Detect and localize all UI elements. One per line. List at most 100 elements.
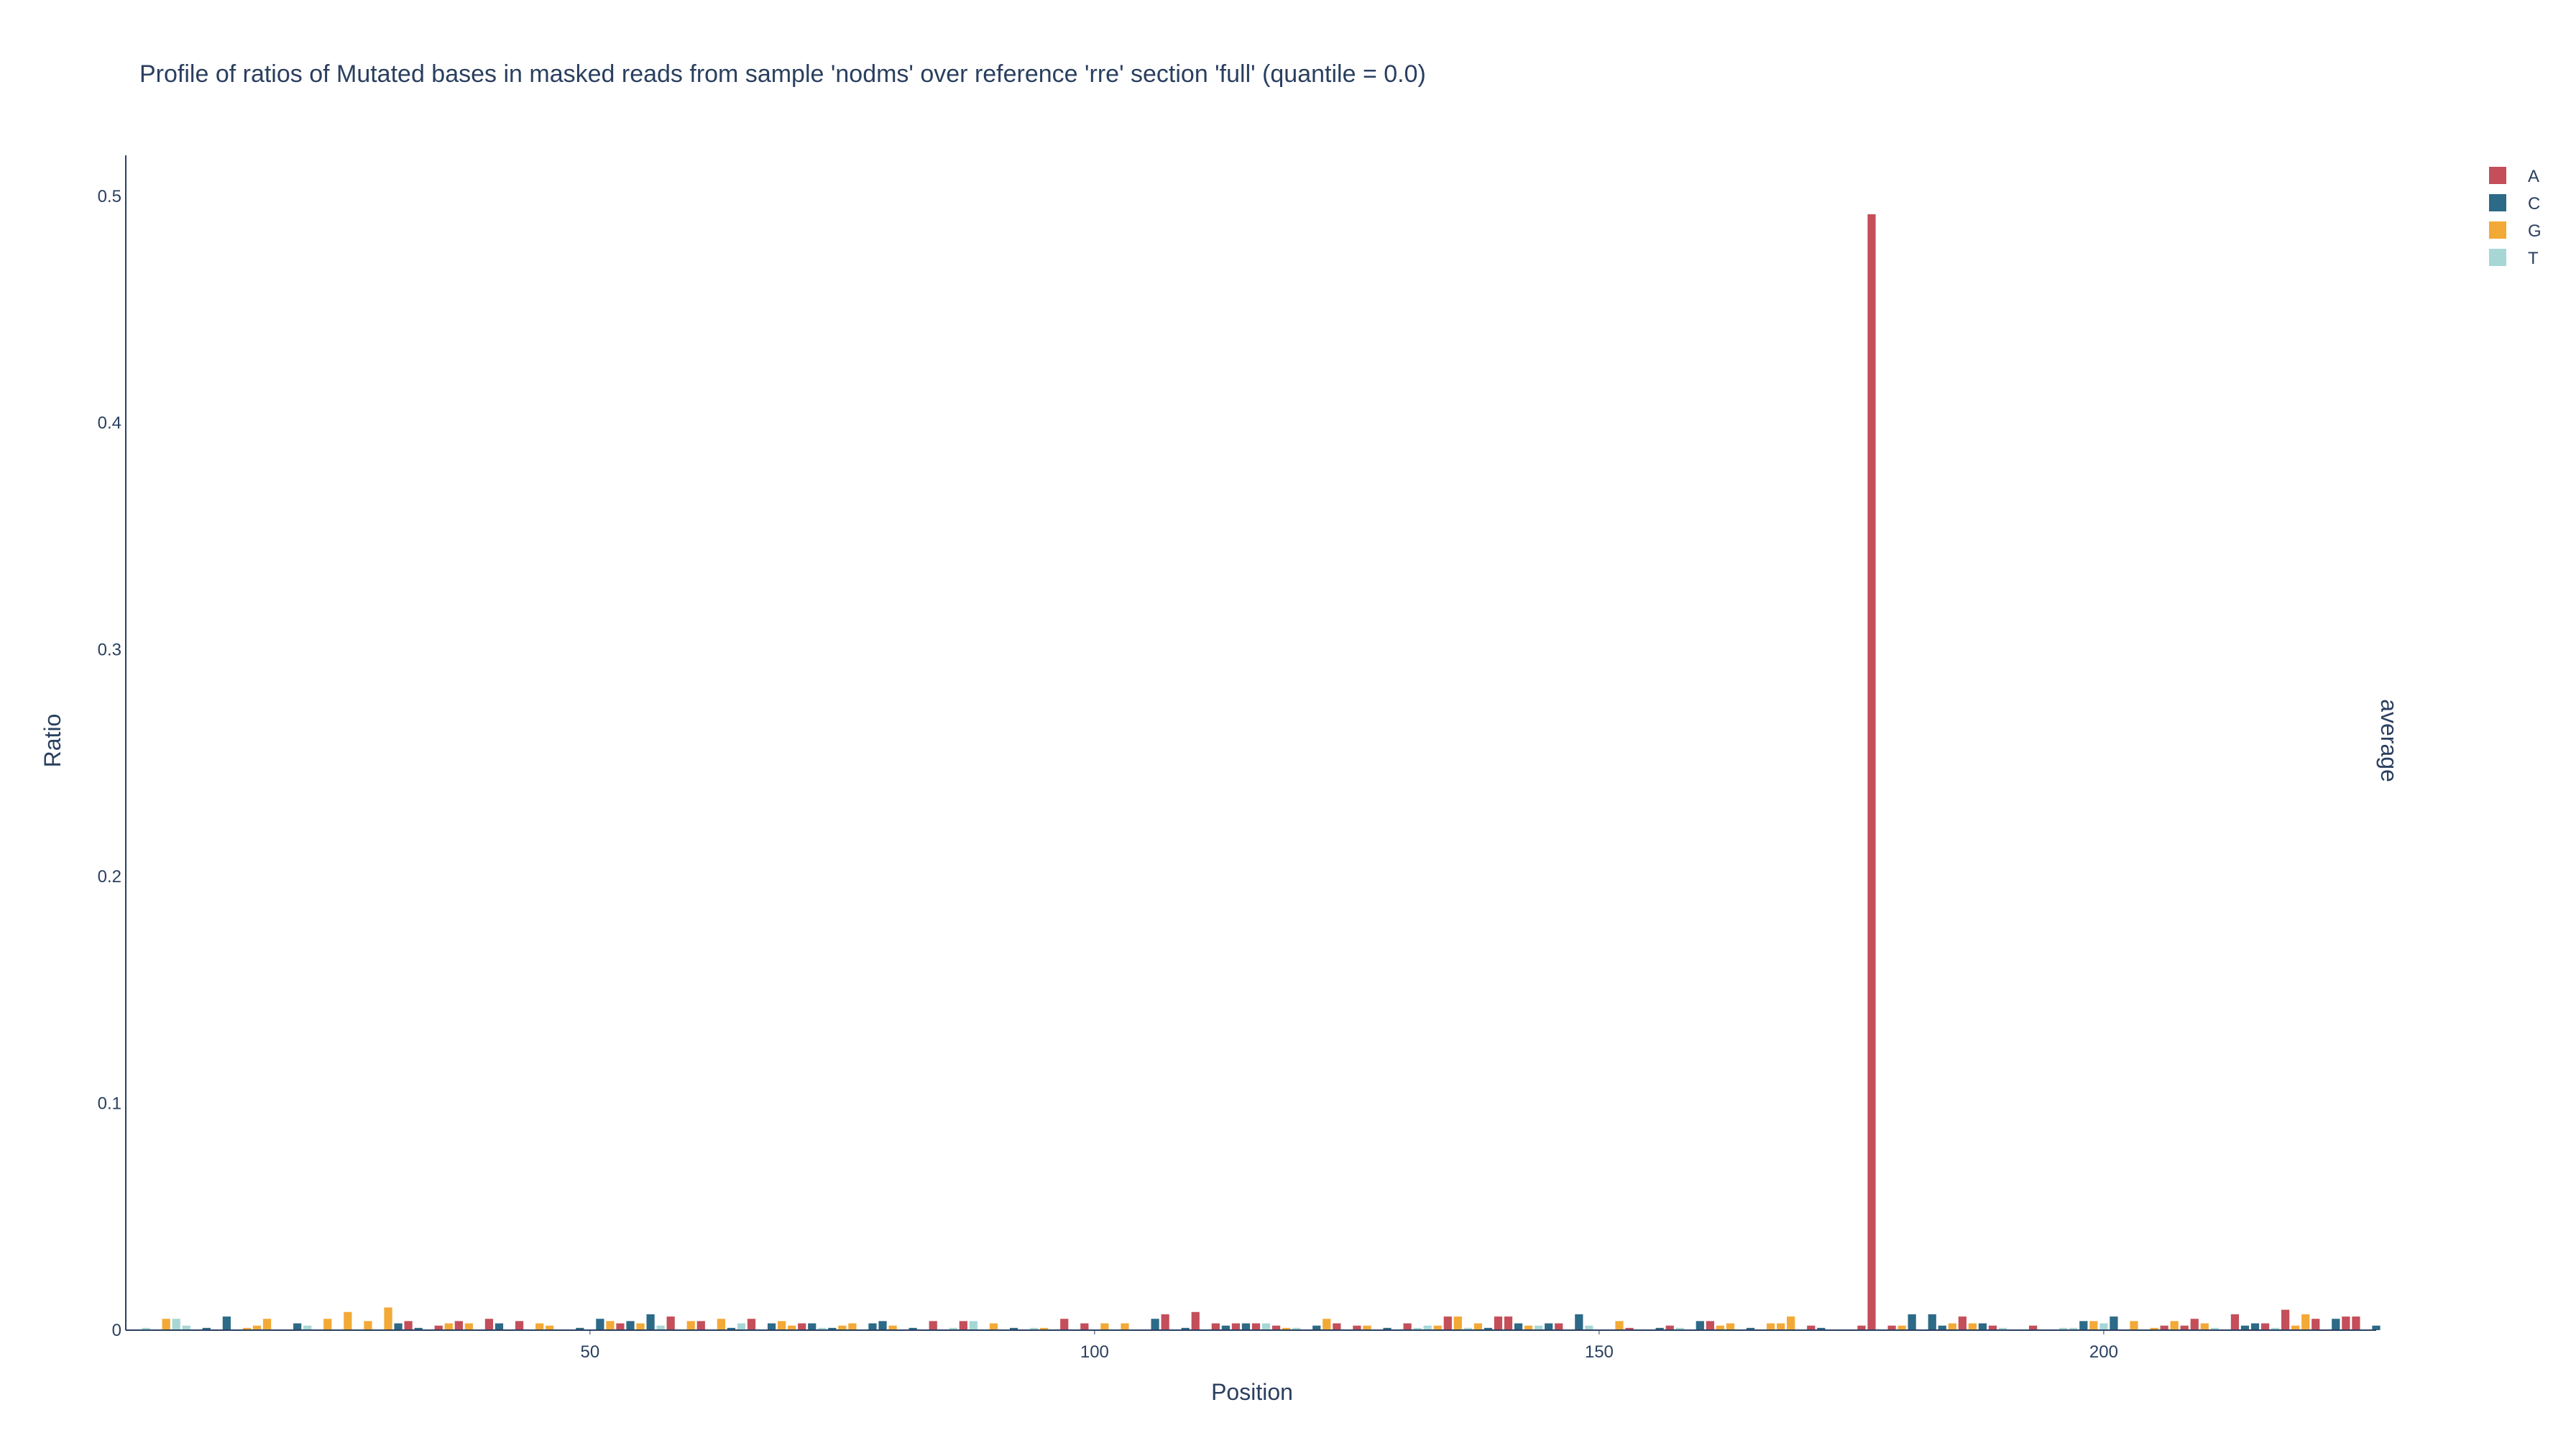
bar-G-136[interactable]: [1453, 1316, 1462, 1330]
bar-A-43[interactable]: [515, 1321, 524, 1330]
bar-A-84[interactable]: [929, 1321, 937, 1330]
bar-A-35[interactable]: [434, 1325, 443, 1330]
bar-G-26[interactable]: [344, 1311, 352, 1330]
bar-G-46[interactable]: [546, 1325, 554, 1330]
bar-G-210[interactable]: [2200, 1323, 2209, 1330]
bar-G-75[interactable]: [838, 1325, 847, 1330]
bar-C-14[interactable]: [222, 1316, 231, 1330]
bar-G-17[interactable]: [252, 1325, 262, 1330]
bar-A-161[interactable]: [1706, 1321, 1714, 1330]
bar-G-69[interactable]: [778, 1321, 786, 1330]
bar-A-186[interactable]: [1958, 1316, 1966, 1330]
bar-T-144[interactable]: [1535, 1325, 1543, 1330]
bar-T-22[interactable]: [303, 1325, 312, 1330]
bar-A-224[interactable]: [2342, 1316, 2350, 1330]
bar-T-211[interactable]: [2210, 1327, 2219, 1330]
bar-T-10[interactable]: [182, 1325, 190, 1330]
bar-G-199[interactable]: [2089, 1321, 2098, 1330]
legend-item-C[interactable]: C: [2489, 194, 2540, 214]
bar-C-142[interactable]: [1514, 1323, 1523, 1330]
bar-A-171[interactable]: [1807, 1325, 1816, 1330]
bar-G-16[interactable]: [242, 1327, 252, 1330]
bar-A-135[interactable]: [1443, 1316, 1452, 1330]
bar-G-185[interactable]: [1948, 1323, 1956, 1330]
bar-G-167[interactable]: [1766, 1323, 1775, 1330]
bar-C-183[interactable]: [1928, 1314, 1936, 1330]
bar-T-196[interactable]: [2059, 1327, 2068, 1330]
bar-A-153[interactable]: [1625, 1327, 1634, 1330]
bar-G-203[interactable]: [2130, 1321, 2138, 1330]
bar-A-193[interactable]: [2029, 1325, 2038, 1330]
bar-G-76[interactable]: [848, 1323, 857, 1330]
bar-T-65[interactable]: [737, 1323, 746, 1330]
bar-C-172[interactable]: [1817, 1327, 1826, 1330]
bar-G-24[interactable]: [323, 1319, 332, 1330]
bar-C-31[interactable]: [394, 1323, 402, 1330]
bar-A-209[interactable]: [2190, 1319, 2199, 1330]
bar-C-115[interactable]: [1241, 1323, 1251, 1330]
bar-C-223[interactable]: [2332, 1319, 2340, 1330]
legend-item-A[interactable]: A: [2489, 167, 2539, 186]
bar-A-189[interactable]: [1988, 1325, 1997, 1330]
bar-A-221[interactable]: [2312, 1319, 2320, 1330]
bar-G-187[interactable]: [1968, 1323, 1977, 1330]
bar-A-140[interactable]: [1494, 1316, 1503, 1330]
bar-T-57[interactable]: [656, 1325, 665, 1330]
bar-A-141[interactable]: [1504, 1316, 1513, 1330]
bar-T-137[interactable]: [1463, 1327, 1472, 1330]
bar-G-138[interactable]: [1473, 1323, 1483, 1330]
bar-A-213[interactable]: [2230, 1314, 2240, 1330]
bar-G-205[interactable]: [2150, 1327, 2158, 1330]
bar-A-177[interactable]: [1867, 214, 1876, 1330]
bar-T-133[interactable]: [1423, 1325, 1432, 1330]
legend-item-G[interactable]: G: [2489, 221, 2542, 241]
bar-G-219[interactable]: [2291, 1325, 2300, 1330]
bar-C-145[interactable]: [1545, 1323, 1553, 1330]
bar-C-41[interactable]: [494, 1323, 504, 1330]
bar-G-101[interactable]: [1100, 1323, 1109, 1330]
bar-G-162[interactable]: [1716, 1325, 1724, 1330]
bar-T-9[interactable]: [172, 1319, 180, 1330]
bar-A-179[interactable]: [1887, 1325, 1896, 1330]
bar-T-149[interactable]: [1585, 1325, 1593, 1330]
bar-A-131[interactable]: [1403, 1323, 1412, 1330]
bar-G-70[interactable]: [788, 1325, 796, 1330]
bar-C-64[interactable]: [727, 1327, 736, 1330]
bar-T-132[interactable]: [1413, 1327, 1422, 1330]
bar-C-72[interactable]: [808, 1323, 816, 1330]
bar-G-207[interactable]: [2170, 1321, 2179, 1330]
bar-A-225[interactable]: [2352, 1316, 2360, 1330]
bar-T-94[interactable]: [1030, 1327, 1039, 1330]
bar-A-206[interactable]: [2160, 1325, 2168, 1330]
bar-A-61[interactable]: [696, 1321, 705, 1330]
bar-C-68[interactable]: [767, 1323, 776, 1330]
bar-G-60[interactable]: [686, 1321, 695, 1330]
bar-A-37[interactable]: [454, 1321, 463, 1330]
bar-A-53[interactable]: [616, 1323, 625, 1330]
bar-T-120[interactable]: [1292, 1327, 1301, 1330]
bar-C-12[interactable]: [202, 1327, 211, 1330]
bar-C-106[interactable]: [1151, 1319, 1159, 1330]
bar-A-32[interactable]: [404, 1321, 413, 1330]
bar-C-214[interactable]: [2240, 1325, 2250, 1330]
bar-G-52[interactable]: [606, 1321, 615, 1330]
bar-G-45[interactable]: [535, 1323, 544, 1330]
bar-A-40[interactable]: [484, 1319, 494, 1330]
bar-T-190[interactable]: [1998, 1327, 2007, 1330]
bar-G-18[interactable]: [262, 1319, 272, 1330]
bar-C-74[interactable]: [828, 1327, 837, 1330]
bar-C-184[interactable]: [1938, 1325, 1946, 1330]
bar-T-158[interactable]: [1675, 1327, 1684, 1330]
bar-G-168[interactable]: [1777, 1323, 1785, 1330]
bar-A-146[interactable]: [1555, 1323, 1563, 1330]
bar-C-198[interactable]: [2079, 1321, 2088, 1330]
bar-C-79[interactable]: [878, 1321, 887, 1330]
bar-C-122[interactable]: [1312, 1325, 1321, 1330]
bar-G-103[interactable]: [1121, 1323, 1129, 1330]
bar-C-109[interactable]: [1181, 1327, 1190, 1330]
bar-C-139[interactable]: [1484, 1327, 1493, 1330]
bar-G-134[interactable]: [1433, 1325, 1442, 1330]
bar-T-86[interactable]: [949, 1327, 957, 1330]
bar-C-129[interactable]: [1383, 1327, 1392, 1330]
bar-C-227[interactable]: [2372, 1325, 2380, 1330]
